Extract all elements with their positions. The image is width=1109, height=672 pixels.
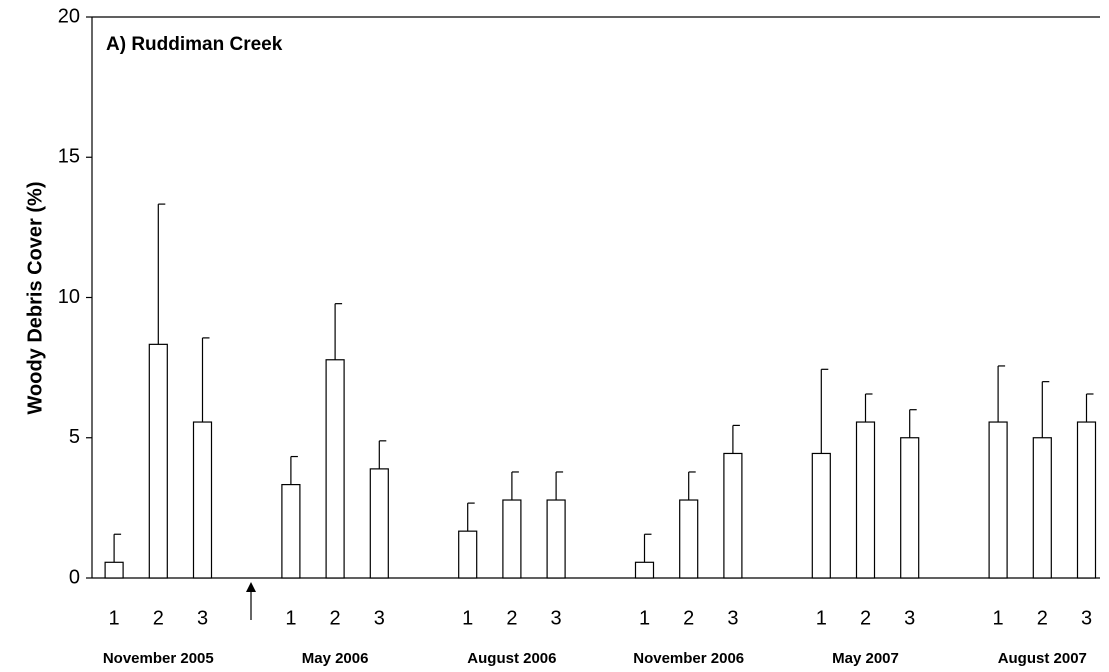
y-tick-label: 0 (69, 566, 80, 588)
x-tick-label: 2 (153, 607, 164, 629)
chart-title: A) Ruddiman Creek (106, 34, 283, 55)
x-tick-label: 2 (1037, 607, 1048, 629)
group-label: November 2005 (103, 650, 214, 667)
bar (458, 530, 478, 579)
x-tick-label: 1 (993, 607, 1004, 629)
bar (546, 499, 566, 579)
bar (679, 499, 699, 579)
y-tick-label: 5 (69, 426, 80, 448)
x-tick-label: 2 (683, 607, 694, 629)
x-tick-label: 1 (639, 607, 650, 629)
y-axis-label: Woody Debris Cover (%) (24, 182, 46, 415)
group-label: May 2006 (302, 650, 369, 667)
y-tick-label: 10 (58, 286, 80, 308)
group-label: August 2006 (467, 650, 556, 667)
bar (502, 499, 522, 579)
bar (369, 468, 389, 579)
bar (325, 359, 345, 579)
x-tick-label: 1 (462, 607, 473, 629)
bar (634, 561, 655, 579)
group-label: August 2007 (998, 650, 1087, 667)
bar (900, 437, 920, 579)
bar (988, 421, 1008, 579)
bar (281, 483, 301, 579)
bar (811, 452, 831, 579)
y-tick-label: 15 (58, 146, 80, 168)
bar (723, 452, 743, 579)
x-tick-label: 3 (197, 607, 208, 629)
x-tick-label: 2 (860, 607, 871, 629)
x-tick-label: 2 (330, 607, 341, 629)
bar (148, 343, 168, 579)
x-tick-label: 2 (506, 607, 517, 629)
bar (104, 561, 124, 579)
y-tick-label: 20 (58, 5, 80, 27)
x-tick-label: 3 (1081, 607, 1092, 629)
x-tick-label: 1 (109, 607, 120, 629)
arrow (246, 582, 256, 620)
bar (192, 421, 213, 579)
bar (855, 421, 876, 579)
x-tick-label: 1 (285, 607, 296, 629)
bar (1076, 421, 1097, 579)
x-tick-label: 3 (551, 607, 562, 629)
x-tick-label: 3 (904, 607, 915, 629)
x-tick-label: 3 (727, 607, 738, 629)
x-tick-label: 3 (374, 607, 385, 629)
group-label: November 2006 (633, 650, 744, 667)
x-tick-label: 1 (816, 607, 827, 629)
group-label: May 2007 (832, 650, 899, 667)
bar (1032, 437, 1052, 579)
